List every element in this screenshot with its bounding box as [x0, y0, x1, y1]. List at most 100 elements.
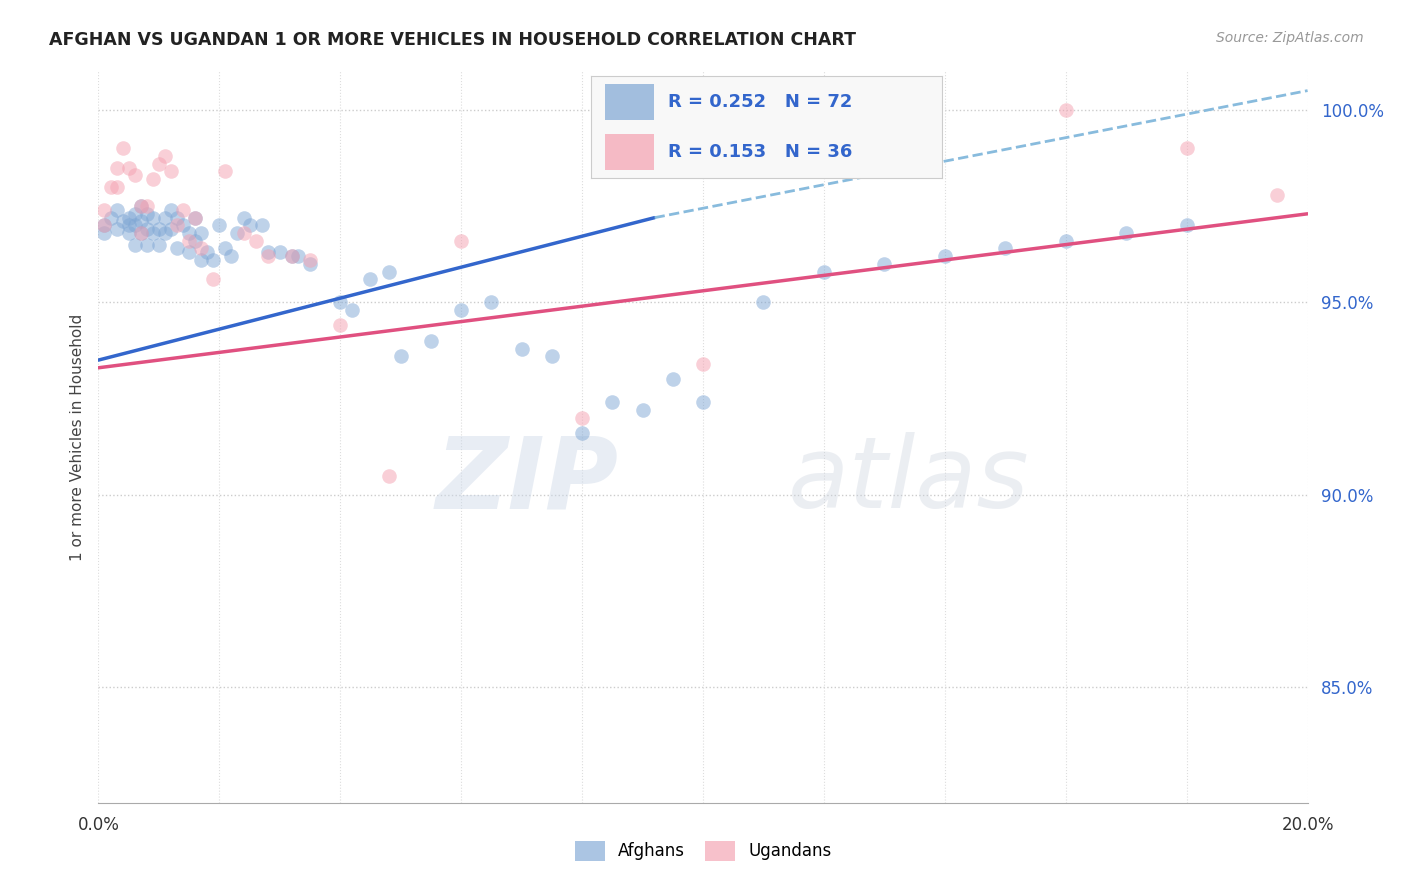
Point	[135, 207, 157, 221]
Point	[129, 226, 152, 240]
Point	[540, 349, 562, 363]
Point	[299, 252, 322, 267]
Point	[153, 149, 176, 163]
Point	[202, 272, 225, 286]
Point	[873, 257, 896, 271]
Point	[281, 249, 304, 263]
Point	[329, 318, 352, 333]
Point	[111, 141, 134, 155]
Point	[202, 252, 225, 267]
Point	[226, 226, 249, 240]
Legend: Afghans, Ugandans: Afghans, Ugandans	[568, 834, 838, 868]
Point	[692, 357, 714, 371]
Point	[153, 226, 176, 240]
Point	[481, 295, 503, 310]
Point	[148, 222, 170, 236]
Point	[450, 303, 472, 318]
Point	[250, 219, 273, 233]
Bar	[605, 84, 654, 120]
Point	[934, 249, 956, 263]
Point	[135, 199, 157, 213]
Point	[195, 245, 218, 260]
Point	[342, 303, 364, 318]
Point	[100, 179, 122, 194]
Point	[571, 410, 593, 425]
Point	[105, 222, 128, 236]
Point	[239, 219, 262, 233]
Point	[299, 257, 322, 271]
Text: atlas: atlas	[787, 433, 1029, 530]
Point	[221, 249, 243, 263]
Point	[129, 199, 152, 213]
Point	[752, 295, 775, 310]
Point	[118, 161, 141, 175]
Point	[93, 226, 115, 240]
Point	[142, 172, 165, 186]
Point	[190, 226, 212, 240]
Point	[184, 211, 207, 225]
Point	[232, 211, 254, 225]
Point	[105, 161, 128, 175]
Point	[631, 403, 654, 417]
Point	[208, 219, 231, 233]
Point	[360, 272, 382, 286]
Point	[135, 237, 157, 252]
Point	[148, 237, 170, 252]
Point	[269, 245, 291, 260]
Point	[93, 219, 115, 233]
Point	[873, 103, 896, 117]
Point	[179, 234, 201, 248]
Point	[190, 242, 212, 256]
Point	[166, 219, 188, 233]
Point	[1175, 219, 1198, 233]
Point	[160, 222, 183, 236]
Point	[1267, 187, 1289, 202]
Point	[1115, 226, 1137, 240]
Point	[100, 211, 122, 225]
Text: ZIP: ZIP	[436, 433, 619, 530]
Point	[111, 214, 134, 228]
Point	[1175, 141, 1198, 155]
Text: Source: ZipAtlas.com: Source: ZipAtlas.com	[1216, 31, 1364, 45]
Point	[129, 199, 152, 213]
Point	[124, 207, 146, 221]
Point	[124, 169, 146, 183]
Text: AFGHAN VS UGANDAN 1 OR MORE VEHICLES IN HOUSEHOLD CORRELATION CHART: AFGHAN VS UGANDAN 1 OR MORE VEHICLES IN …	[49, 31, 856, 49]
Point	[571, 426, 593, 441]
Point	[135, 222, 157, 236]
Point	[232, 226, 254, 240]
Point	[179, 226, 201, 240]
Point	[142, 226, 165, 240]
Point	[661, 372, 683, 386]
Point	[142, 211, 165, 225]
Point	[329, 295, 352, 310]
Point	[129, 226, 152, 240]
Point	[602, 395, 624, 409]
Point	[245, 234, 267, 248]
Point	[994, 242, 1017, 256]
Point	[166, 211, 188, 225]
Point	[190, 252, 212, 267]
Point	[118, 211, 141, 225]
Point	[256, 249, 278, 263]
Point	[450, 234, 472, 248]
Point	[124, 219, 146, 233]
Point	[1054, 234, 1077, 248]
Point	[510, 342, 533, 356]
Point	[813, 264, 835, 278]
Text: R = 0.153   N = 36: R = 0.153 N = 36	[668, 144, 852, 161]
Y-axis label: 1 or more Vehicles in Household: 1 or more Vehicles in Household	[69, 313, 84, 561]
Point	[692, 395, 714, 409]
Point	[118, 226, 141, 240]
Point	[124, 237, 146, 252]
Point	[160, 164, 183, 178]
Point	[179, 245, 201, 260]
Text: R = 0.252   N = 72: R = 0.252 N = 72	[668, 93, 852, 111]
Point	[420, 334, 443, 348]
Point	[105, 202, 128, 217]
Point	[93, 219, 115, 233]
Point	[184, 234, 207, 248]
Point	[377, 468, 399, 483]
Point	[118, 219, 141, 233]
Point	[105, 179, 128, 194]
